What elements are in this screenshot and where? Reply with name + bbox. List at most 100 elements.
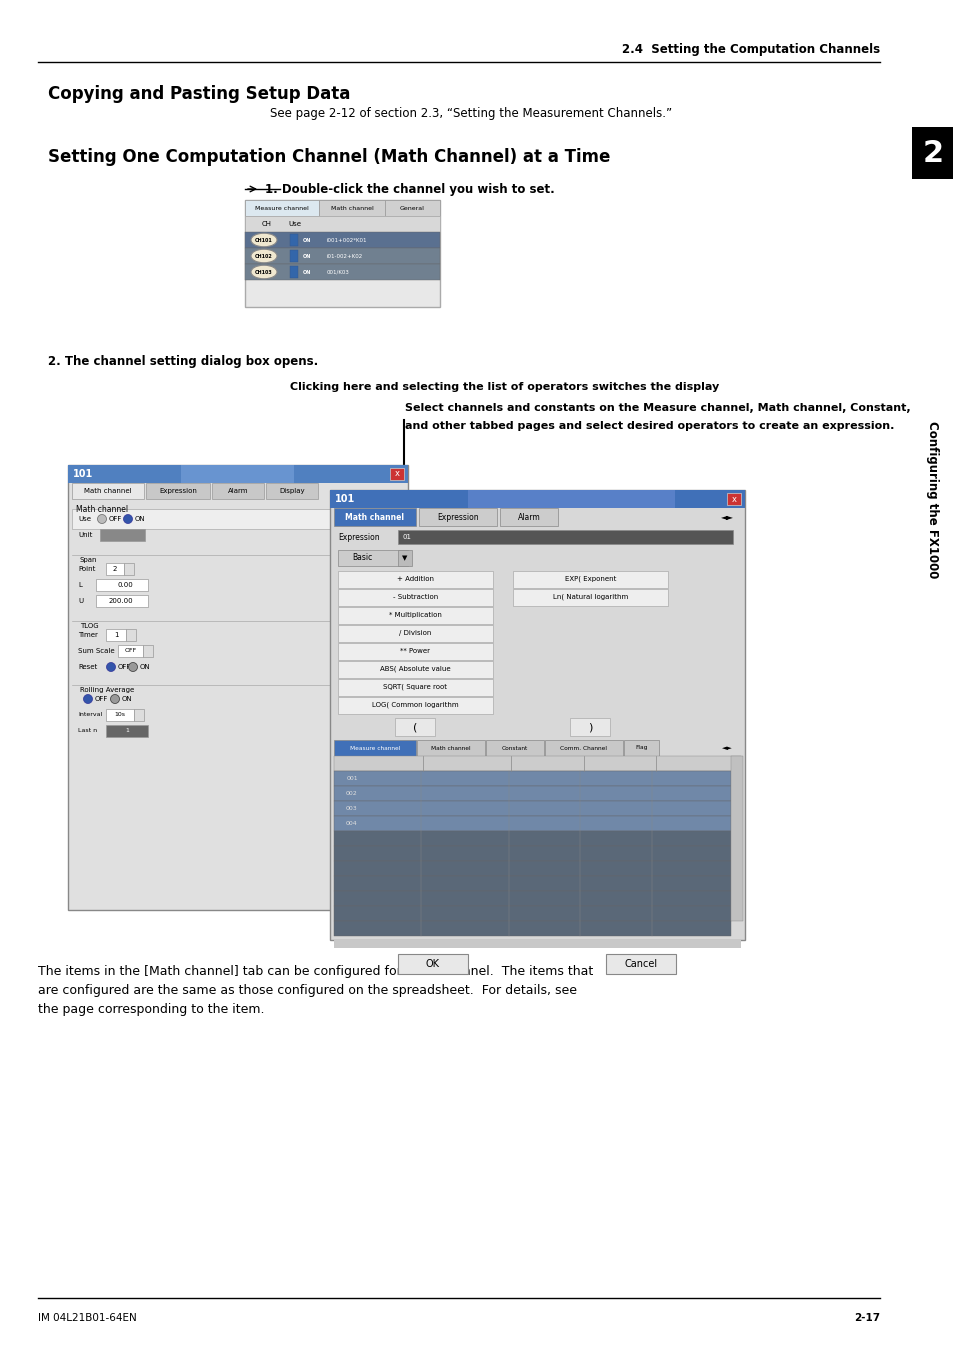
Bar: [318, 200, 385, 216]
Bar: [334, 940, 740, 948]
Text: Expression: Expression: [436, 513, 478, 521]
Bar: [499, 508, 558, 526]
Bar: [337, 608, 493, 624]
Text: x: x: [395, 470, 399, 478]
Bar: [290, 266, 297, 278]
Text: Span: Span: [80, 558, 97, 563]
Text: OFF: OFF: [125, 648, 137, 653]
Text: 0.00: 0.00: [117, 582, 132, 589]
Bar: [334, 740, 416, 756]
Text: 1. Double-click the channel you wish to set.: 1. Double-click the channel you wish to …: [265, 184, 554, 196]
Bar: [337, 589, 493, 606]
Text: 1: 1: [113, 632, 118, 639]
Ellipse shape: [251, 265, 276, 279]
Bar: [418, 508, 497, 526]
Bar: [71, 509, 403, 529]
Bar: [290, 250, 297, 262]
Text: ◄►: ◄►: [381, 486, 395, 495]
Bar: [397, 549, 412, 566]
Bar: [106, 563, 124, 575]
Text: 2-17: 2-17: [853, 1314, 879, 1323]
Text: Point: Point: [78, 566, 95, 572]
Bar: [416, 740, 484, 756]
Bar: [337, 662, 493, 678]
Text: ON: ON: [302, 238, 311, 243]
Bar: [212, 483, 264, 499]
Text: Math channel: Math channel: [84, 487, 132, 494]
Bar: [126, 629, 136, 641]
Text: 001: 001: [346, 776, 357, 782]
Text: Expression: Expression: [159, 487, 196, 494]
Bar: [911, 127, 953, 180]
Bar: [68, 464, 408, 910]
Text: / Division: / Division: [399, 630, 432, 636]
Text: TLOG: TLOG: [80, 622, 98, 629]
Text: Unit: Unit: [78, 532, 92, 539]
Text: OFF: OFF: [95, 697, 109, 702]
Bar: [395, 718, 435, 736]
Bar: [334, 861, 730, 876]
Bar: [334, 815, 730, 832]
Text: - Subtraction: - Subtraction: [393, 594, 437, 599]
Text: CH: CH: [262, 221, 272, 227]
Text: + Addition: + Addition: [396, 576, 434, 582]
Text: LOG( Common logarithm: LOG( Common logarithm: [372, 702, 458, 709]
Bar: [334, 508, 416, 526]
Text: ON: ON: [140, 664, 151, 670]
Text: Alarm: Alarm: [517, 513, 539, 521]
Text: Copying and Pasting Setup Data: Copying and Pasting Setup Data: [48, 85, 350, 103]
Text: ON: ON: [302, 270, 311, 274]
Text: Flag: Flag: [635, 745, 647, 751]
Text: Use: Use: [288, 221, 301, 227]
Text: Configuring the FX1000: Configuring the FX1000: [925, 421, 939, 579]
Text: Alarm: Alarm: [228, 487, 248, 494]
Text: Setting One Computation Channel (Math Channel) at a Time: Setting One Computation Channel (Math Ch…: [48, 148, 610, 166]
Bar: [544, 740, 622, 756]
Text: Ln( Natural logarithm: Ln( Natural logarithm: [553, 594, 627, 601]
Bar: [330, 490, 744, 508]
Bar: [245, 200, 318, 216]
Bar: [730, 756, 742, 921]
Bar: [71, 483, 144, 499]
Text: Sum Scale: Sum Scale: [78, 648, 114, 653]
Text: Timer: Timer: [78, 632, 98, 639]
Text: CH102: CH102: [254, 254, 273, 258]
Ellipse shape: [251, 234, 276, 247]
Bar: [68, 464, 408, 483]
Text: ON: ON: [122, 697, 132, 702]
Text: 101: 101: [335, 494, 355, 504]
Bar: [106, 709, 133, 721]
Text: 2.4  Setting the Computation Channels: 2.4 Setting the Computation Channels: [621, 43, 879, 55]
Bar: [337, 697, 493, 714]
Text: Math channel: Math channel: [76, 505, 128, 513]
Text: (: (: [413, 722, 416, 732]
Bar: [623, 740, 659, 756]
Text: x: x: [731, 494, 736, 504]
Bar: [337, 549, 408, 566]
Bar: [334, 786, 730, 801]
Bar: [266, 483, 317, 499]
Bar: [330, 490, 744, 940]
Text: ): ): [587, 722, 592, 732]
Bar: [106, 725, 148, 737]
Text: Display: Display: [279, 487, 305, 494]
Text: 1: 1: [125, 729, 129, 733]
Text: 001/K03: 001/K03: [327, 270, 350, 274]
Bar: [96, 595, 148, 608]
Bar: [146, 483, 210, 499]
Text: Math channel: Math channel: [431, 745, 471, 751]
Bar: [245, 265, 439, 279]
Bar: [124, 563, 133, 575]
Text: 002: 002: [346, 791, 357, 796]
Text: OFF: OFF: [118, 664, 132, 670]
Text: i001+002*K01: i001+002*K01: [327, 238, 367, 243]
Text: OK: OK: [426, 958, 439, 969]
Bar: [245, 232, 439, 248]
Bar: [397, 531, 732, 544]
Text: 10s: 10s: [114, 713, 126, 717]
Bar: [133, 709, 144, 721]
Text: Math channel: Math channel: [331, 205, 373, 211]
Bar: [118, 645, 143, 657]
Bar: [334, 876, 730, 891]
Text: The items in the [Math channel] tab can be configured for each channel.  The ite: The items in the [Math channel] tab can …: [38, 965, 593, 977]
